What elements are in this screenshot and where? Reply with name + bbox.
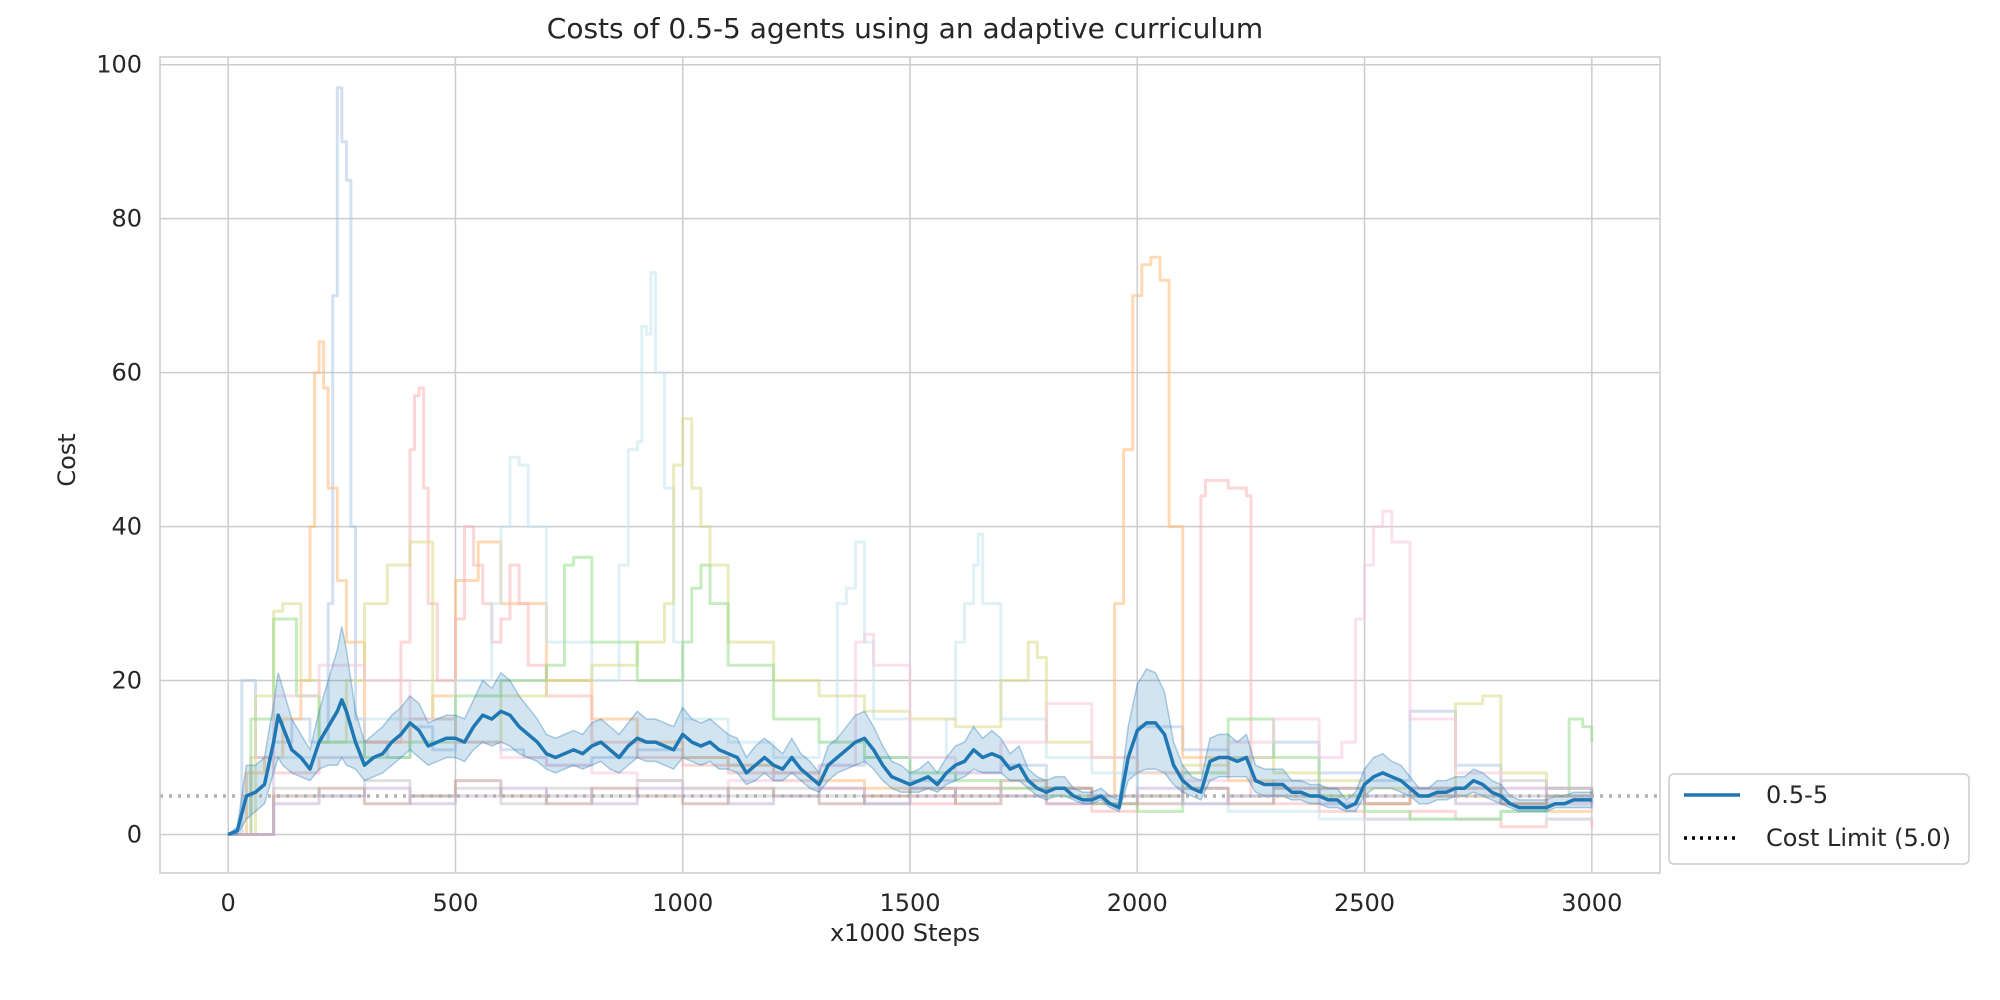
mean-line-layer xyxy=(227,698,1592,837)
x-tick-label-2: 1000 xyxy=(652,889,713,917)
y-axis-label: Cost xyxy=(53,433,81,486)
x-axis-label: x1000 Steps xyxy=(830,919,980,947)
y-tick-labels: 0 20 40 60 80 100 xyxy=(96,51,142,849)
y-tick-label-0: 0 xyxy=(127,821,142,849)
run-line-6 xyxy=(228,555,1594,836)
x-tick-label-4: 2000 xyxy=(1107,889,1168,917)
x-tick-label-3: 1500 xyxy=(879,889,940,917)
y-tick-label-1: 20 xyxy=(111,667,142,695)
mean-line xyxy=(227,698,1592,837)
legend: 0.5-5 Cost Limit (5.0) xyxy=(1668,773,1970,865)
run-line-7 xyxy=(228,509,1594,836)
x-tick-label-1: 500 xyxy=(433,889,479,917)
x-tick-label-6: 3000 xyxy=(1561,889,1622,917)
y-tick-label-5: 100 xyxy=(96,51,142,79)
y-tick-label-2: 40 xyxy=(111,513,142,541)
legend-box xyxy=(1668,773,1970,865)
chart-title: Costs of 0.5-5 agents using an adaptive … xyxy=(547,12,1263,45)
y-tick-label-4: 80 xyxy=(111,205,142,233)
y-tick-label-3: 60 xyxy=(111,359,142,387)
run-lines xyxy=(228,86,1594,836)
legend-limit-label: Cost Limit (5.0) xyxy=(1766,824,1951,852)
x-tick-label-5: 2500 xyxy=(1334,889,1395,917)
plot-frame xyxy=(159,56,1661,874)
legend-mean-label: 0.5-5 xyxy=(1766,781,1828,809)
x-tick-labels: 0 500 1000 1500 2000 2500 3000 xyxy=(221,889,1623,917)
x-tick-label-0: 0 xyxy=(221,889,236,917)
